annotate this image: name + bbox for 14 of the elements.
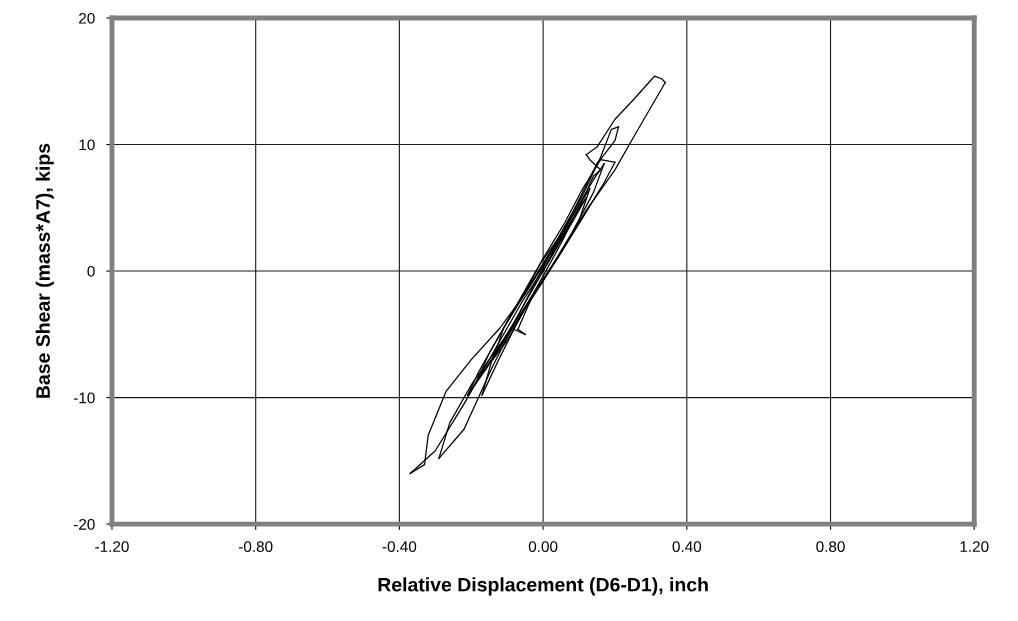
x-tick-label: 1.20 [960,541,989,553]
y-axis-title: Base Shear (mass*A7), kips [35,143,54,398]
x-tick-label: -0.40 [382,541,417,553]
x-tick-label: -0.80 [238,541,273,553]
x-axis-title: Relative Displacement (D6-D1), inch [378,577,708,596]
x-tick-label: 0.00 [528,541,558,553]
x-tick-label: 0.80 [816,541,845,553]
x-tick-label: 0.40 [672,541,702,553]
x-tick-label: -1.20 [95,541,129,553]
y-tick-label: 20 [79,12,95,24]
y-tick-label: -20 [73,518,95,530]
y-tick-label: 10 [79,139,95,151]
y-tick-label: 0 [87,265,95,277]
y-tick-label: -10 [73,392,95,404]
